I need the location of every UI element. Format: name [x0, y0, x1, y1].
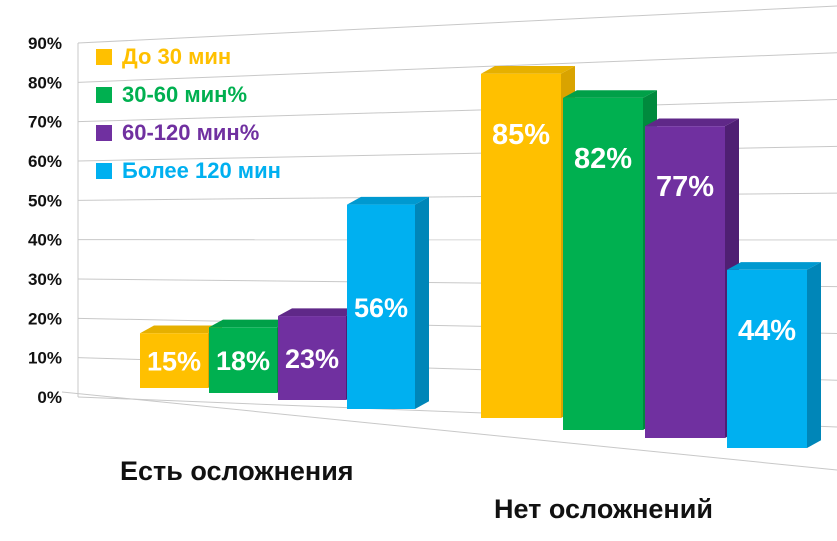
bar-top: [209, 319, 291, 328]
bar-top: [347, 196, 429, 205]
bar-side: [415, 196, 429, 409]
gridline: [77, 99, 837, 123]
legend-item-series-1: 30-60 мин%: [96, 76, 281, 114]
bar-value-label: 77%: [656, 171, 714, 203]
category-label-0: Есть осложнения: [120, 456, 354, 486]
bar-top: [140, 325, 222, 334]
bar-1-3: 44%: [727, 262, 821, 448]
y-tick-label: 50%: [28, 191, 62, 210]
bar-front: [563, 97, 643, 431]
y-tick-label: 10%: [28, 349, 62, 368]
y-tick-label: 60%: [28, 152, 62, 171]
y-tick-label: 80%: [28, 73, 62, 92]
bar-top: [727, 262, 821, 270]
bar-top: [481, 66, 575, 74]
legend-label: 30-60 мин%: [122, 82, 248, 107]
y-tick-label: 90%: [28, 34, 62, 53]
legend-item-series-0: До 30 мин: [96, 38, 281, 76]
bar-value-label: 18%: [216, 346, 270, 376]
floor-line: [61, 391, 837, 471]
y-tick-label: 0%: [37, 388, 62, 407]
bar-front: [347, 204, 415, 409]
y-tick-label: 20%: [28, 309, 62, 328]
y-tick-label: 70%: [28, 113, 62, 132]
gridline: [77, 5, 837, 44]
legend: До 30 мин 30-60 мин% 60-120 мин% Более 1…: [96, 38, 281, 190]
bar-1-1: 82%: [563, 90, 657, 431]
bar-value-label: 15%: [147, 347, 201, 377]
legend-swatch: [96, 163, 112, 179]
bar-front: [645, 126, 725, 439]
bar-value-label: 56%: [354, 293, 408, 323]
bar-value-label: 23%: [285, 344, 339, 374]
bar-top: [563, 90, 657, 98]
bar-front: [727, 269, 807, 448]
bar-value-label: 85%: [492, 119, 550, 151]
bar-side: [807, 262, 821, 448]
bar-0-3: 56%: [347, 196, 429, 409]
legend-label: 60-120 мин%: [122, 120, 260, 145]
legend-label: Более 120 мин: [122, 158, 281, 183]
gridline: [77, 52, 837, 83]
bar-front: [209, 327, 277, 393]
y-tick-label: 40%: [28, 231, 62, 250]
bar-front: [140, 333, 208, 388]
bar-1-2: 77%: [645, 118, 739, 439]
bars: 15% 18% 23% 56% 85% 82% 77% 44%: [140, 66, 821, 448]
bar-value-label: 44%: [738, 315, 796, 347]
y-axis-ticks: 0% 10% 20% 30% 40% 50% 60% 70% 80% 90%: [28, 34, 62, 407]
legend-label: До 30 мин: [122, 44, 232, 69]
bar-top: [278, 308, 360, 317]
category-label-1: Нет осложнений: [494, 494, 713, 524]
bar-top: [645, 118, 739, 127]
legend-swatch: [96, 125, 112, 141]
legend-swatch: [96, 49, 112, 65]
bar-front: [278, 316, 346, 400]
legend-item-series-2: 60-120 мин%: [96, 114, 281, 152]
legend-swatch: [96, 87, 112, 103]
bar-value-label: 82%: [574, 143, 632, 175]
bar-front: [481, 73, 561, 418]
y-tick-label: 30%: [28, 270, 62, 289]
legend-item-series-3: Более 120 мин: [96, 152, 281, 190]
bar-1-0: 85%: [481, 66, 575, 419]
